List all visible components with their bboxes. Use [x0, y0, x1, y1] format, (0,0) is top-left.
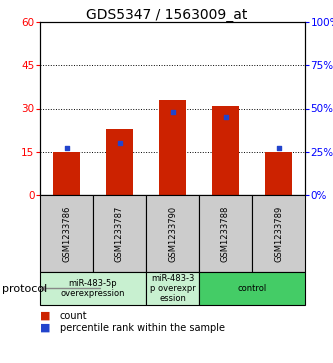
Text: GDS5347 / 1563009_at: GDS5347 / 1563009_at — [86, 8, 247, 22]
Bar — [53, 152, 80, 195]
Text: protocol: protocol — [2, 284, 47, 294]
Point — [223, 114, 228, 120]
Point — [170, 109, 175, 115]
Bar — [106, 129, 133, 195]
Bar — [159, 100, 186, 195]
Text: percentile rank within the sample: percentile rank within the sample — [60, 323, 225, 333]
Text: GSM1233787: GSM1233787 — [115, 205, 124, 262]
Text: miR-483-3
p overexpr
ession: miR-483-3 p overexpr ession — [150, 274, 195, 303]
Point — [276, 146, 281, 151]
Point — [64, 146, 69, 151]
Text: count: count — [60, 311, 88, 321]
Bar — [212, 106, 239, 195]
Text: GSM1233790: GSM1233790 — [168, 205, 177, 262]
Bar — [265, 152, 292, 195]
Text: GSM1233789: GSM1233789 — [274, 205, 283, 262]
Text: GSM1233786: GSM1233786 — [62, 205, 71, 262]
Text: control: control — [237, 284, 267, 293]
Point — [117, 140, 122, 146]
Text: miR-483-5p
overexpression: miR-483-5p overexpression — [61, 279, 125, 298]
Text: ■: ■ — [40, 311, 51, 321]
Text: ■: ■ — [40, 323, 51, 333]
Text: GSM1233788: GSM1233788 — [221, 205, 230, 262]
